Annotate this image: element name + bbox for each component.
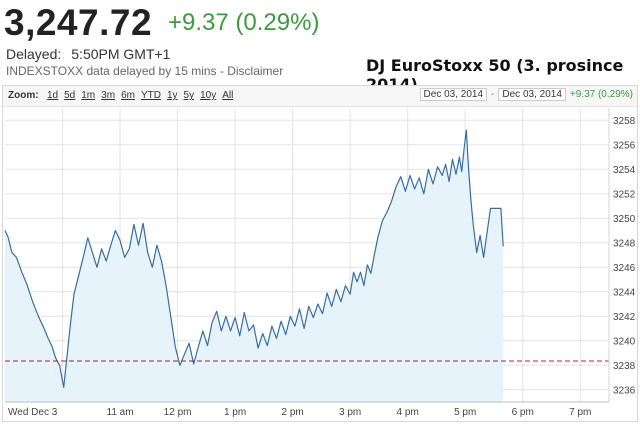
price-change: +9.37 (0.29%) — [168, 9, 320, 36]
zoom-option-6m[interactable]: 6m — [121, 90, 135, 101]
delay-info: Delayed: 5:50PM GMT+1 — [6, 46, 170, 62]
y-tick-label: 3238 — [613, 361, 636, 372]
y-tick-label: 3236 — [613, 385, 636, 396]
zoom-option-all[interactable]: All — [222, 90, 234, 101]
range-end-field[interactable]: Dec 03, 2014 — [498, 88, 566, 101]
zoom-option-1m[interactable]: 1m — [81, 90, 96, 101]
y-tick-label: 3246 — [613, 263, 636, 274]
range-start-field[interactable]: Dec 03, 2014 — [419, 88, 488, 101]
chart-panel: Zoom: 1d 5d 1m 3m 6m YTD 1y 5y 10y All Dec 03, 20… — [2, 85, 638, 422]
x-tick-label: 2 pm — [282, 407, 304, 418]
delayed-time: 5:50PM GMT+1 — [71, 46, 171, 62]
last-price: 3,247.72 — [4, 2, 153, 43]
y-tick-label: 3240 — [613, 336, 636, 347]
zoom-option-ytd[interactable]: YTD — [140, 90, 161, 101]
y-tick-label: 3250 — [613, 214, 636, 225]
zoom-bar: Zoom: 1d 5d 1m 3m 6m YTD 1y 5y 10y All Dec 03, 20… — [3, 86, 637, 107]
y-tick-label: 3244 — [613, 287, 636, 298]
x-tick-label: 11 am — [107, 407, 134, 418]
price-line — [4, 129, 504, 388]
range-separator: - — [491, 89, 495, 100]
zoom-option-5y[interactable]: 5y — [183, 90, 195, 101]
x-tick-label: 3 pm — [339, 407, 361, 418]
source-note: INDEXSTOXX data delayed by 15 mins - Dis… — [6, 64, 284, 78]
price-chart[interactable]: 3236 3238 3240 3242 3244 3246 3248 3250 3252 3254… — [3, 86, 637, 421]
y-tick-label: 3258 — [613, 116, 636, 127]
zoom-option-1y[interactable]: 1y — [166, 90, 178, 101]
x-tick-label: 4 pm — [397, 407, 419, 418]
zoom-option-5d[interactable]: 5d — [64, 90, 76, 101]
y-tick-label: 3242 — [613, 312, 636, 323]
x-tick-label: 7 pm — [569, 407, 591, 418]
zoom-option-1d[interactable]: 1d — [47, 90, 59, 101]
x-tick-label: 5 pm — [454, 407, 476, 418]
x-tick-label: Wed Dec 3 — [8, 407, 58, 418]
zoom-option-10y[interactable]: 10y — [200, 90, 217, 101]
y-tick-label: 3256 — [613, 140, 636, 151]
zoom-option-3m[interactable]: 3m — [101, 90, 116, 101]
x-tick-label: 6 pm — [512, 407, 534, 418]
price-area — [5, 130, 504, 402]
delayed-label: Delayed: — [6, 46, 62, 62]
range-change: +9.37 (0.29%) — [569, 89, 633, 100]
date-range: Dec 03, 2014- Dec 03, 2014 +9.37 (0.29%) — [419, 88, 633, 101]
zoom-label: Zoom: — [8, 90, 39, 101]
x-tick-label: 12 pm — [164, 407, 192, 418]
zoom-options: 1d 5d 1m 3m 6m YTD 1y 5y 10y All — [47, 90, 239, 101]
y-tick-label: 3252 — [613, 189, 636, 200]
x-tick-label: 1 pm — [224, 407, 246, 418]
y-tick-label: 3248 — [613, 238, 636, 249]
y-tick-label: 3254 — [613, 165, 636, 176]
